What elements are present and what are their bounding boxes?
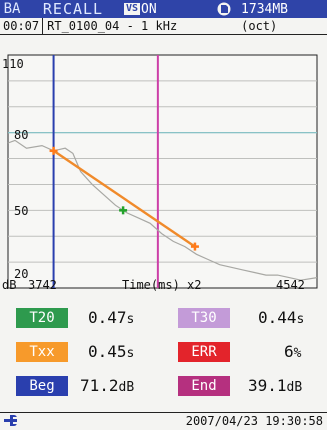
vs-state: ON — [141, 1, 157, 17]
band-type: (oct) — [241, 19, 278, 33]
decay-curve — [7, 139, 318, 281]
plot-frame — [7, 54, 318, 289]
x-start-label: 3742 — [28, 278, 57, 292]
err-label[interactable]: ERR — [178, 342, 230, 362]
x-end-label: 4542 — [276, 278, 305, 292]
t30-value: 0.44s — [258, 308, 305, 327]
mode-indicator[interactable]: BA — [3, 1, 21, 17]
memory-card-icon — [213, 2, 235, 16]
elapsed-time: 00:07 — [0, 18, 44, 34]
screen-title: RECALL — [42, 0, 104, 18]
t20-value: 0.47s — [88, 308, 135, 327]
ytick-label: 80 — [14, 128, 29, 142]
end-label[interactable]: End — [178, 376, 230, 396]
date-time: 2007/04/23 19:30:58 — [185, 414, 323, 428]
x-axis-label: Time(ms) x2 — [122, 278, 202, 292]
ytick-label: 110 — [2, 57, 24, 71]
power-plug-icon — [4, 414, 18, 430]
end-value: 39.1dB — [248, 376, 303, 395]
t30-label[interactable]: T30 — [178, 308, 230, 328]
txx-label[interactable]: Txx — [16, 342, 68, 362]
vs-badge: VS — [124, 3, 141, 15]
status-bar: BA RECALL VS ON 1734MB — [0, 0, 327, 18]
memory-free: 1734MB — [241, 1, 289, 17]
ytick-label: 50 — [14, 204, 29, 218]
decay-plot — [7, 54, 318, 289]
ytick-label: 20 — [14, 267, 29, 281]
t20-label[interactable]: T20 — [16, 308, 68, 328]
beg-label[interactable]: Beg — [16, 376, 68, 396]
txx-value: 0.45s — [88, 342, 135, 361]
info-bar: 00:07 RT_0100_04 - 1 kHz (oct) — [0, 18, 327, 35]
footer-bar: 2007/04/23 19:30:58 — [0, 412, 327, 429]
regression-line — [52, 149, 196, 248]
err-value: 6% — [284, 342, 302, 361]
y-unit-label: dB — [2, 278, 17, 292]
beg-value: 71.2dB — [80, 376, 135, 395]
file-name: RT_0100_04 - 1 kHz — [47, 19, 178, 33]
